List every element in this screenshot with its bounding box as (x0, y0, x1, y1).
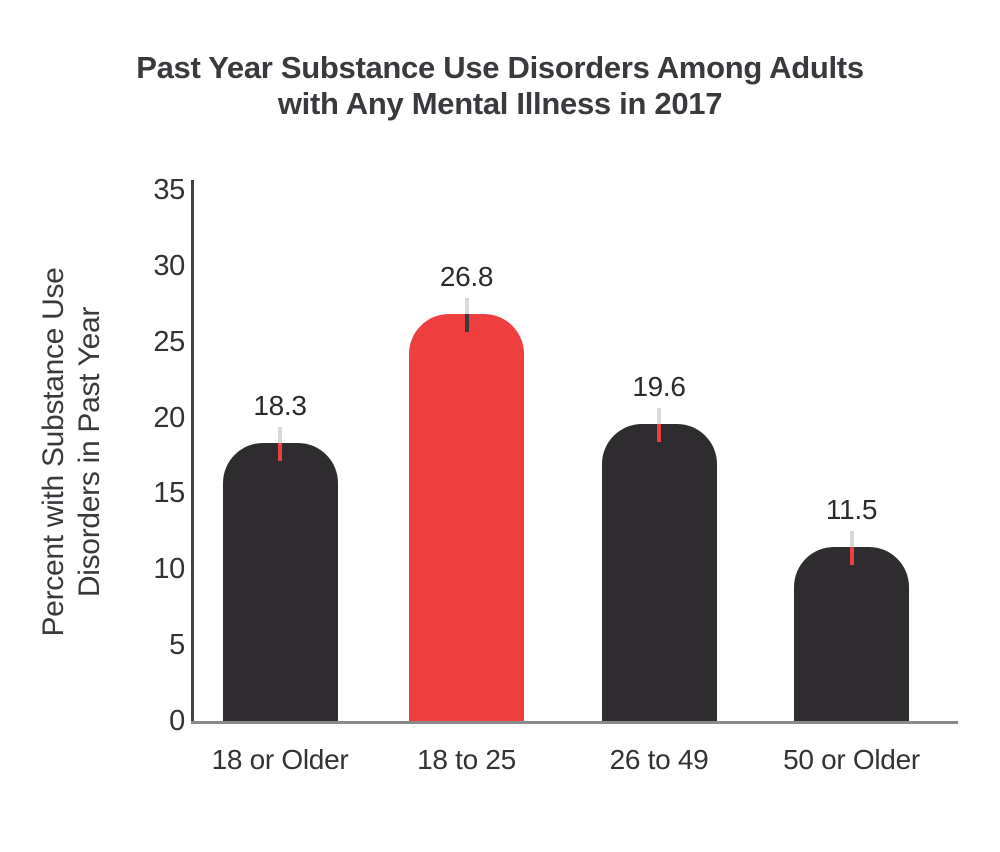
bar-18-to-25 (409, 314, 524, 721)
error-bar-inner-18-or-older (278, 443, 282, 462)
x-tick-label-18-to-25: 18 to 25 (417, 744, 516, 775)
error-bar-upper-26-to-49 (657, 407, 661, 424)
value-label-18-to-25: 26.8 (439, 261, 494, 293)
y-axis-title: Percent with Substance Use Disorders in … (36, 222, 108, 682)
x-tick-label-26-to-49: 26 to 49 (609, 744, 709, 775)
error-bar-inner-50-or-older (849, 546, 854, 565)
y-tick-label-20: 20 (153, 401, 185, 434)
chart-title-line2: with Any Mental Illness in 2017 (277, 86, 723, 121)
y-tick-label-25: 25 (153, 325, 185, 358)
bar-50-or-older (794, 546, 909, 721)
y-tick-label-30: 30 (153, 249, 185, 282)
x-axis-line (191, 721, 958, 724)
y-axis-line (191, 180, 194, 724)
y-tick-label-10: 10 (153, 553, 185, 586)
bar-26-to-49 (601, 423, 717, 721)
chart-title: Past Year Substance Use Disorders Among … (0, 50, 1000, 122)
y-tick-label-15: 15 (153, 477, 185, 510)
y-tick-label-5: 5 (169, 629, 185, 662)
x-tick-label-18-or-older: 18 or Older (211, 744, 349, 775)
y-tick-label-35: 35 (153, 174, 185, 206)
y-axis-title-line1: Percent with Substance Use (37, 267, 70, 637)
y-tick-label-0: 0 (169, 705, 185, 737)
chart-title-line1: Past Year Substance Use Disorders Among … (136, 50, 864, 85)
y-axis-title-line2: Disorders in Past Year (73, 306, 106, 598)
error-bar-upper-18-or-older (278, 427, 282, 444)
bar-18-or-older (222, 443, 338, 721)
error-bar-inner-18-to-25 (464, 314, 469, 333)
value-label-50-or-older: 11.5 (825, 493, 878, 525)
error-bar-inner-26-to-49 (657, 423, 661, 442)
error-bar-upper-18-to-25 (464, 298, 469, 315)
error-bar-upper-50-or-older (849, 530, 854, 547)
x-tick-label-50-or-older: 50 or Older (783, 744, 920, 775)
value-label-26-to-49: 19.6 (632, 370, 686, 402)
value-label-18-or-older: 18.3 (253, 390, 307, 422)
